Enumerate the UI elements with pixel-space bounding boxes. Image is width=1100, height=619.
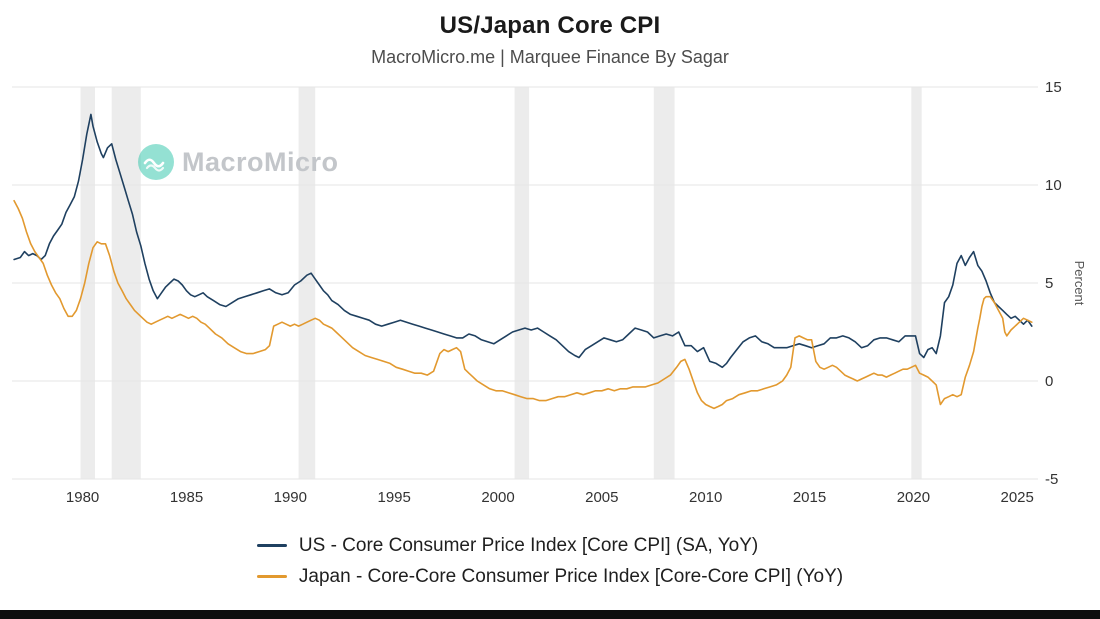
x-tick-label: 1980 — [66, 489, 99, 506]
y-tick-label: -5 — [1045, 471, 1058, 488]
x-tick-label: 1995 — [378, 489, 411, 506]
y-tick-label: 0 — [1045, 373, 1053, 390]
x-tick-label: 2020 — [897, 489, 930, 506]
x-tick-label: 1985 — [170, 489, 203, 506]
y-axis-title: Percent — [1072, 261, 1087, 306]
legend-label-japan: Japan - Core-Core Consumer Price Index [… — [298, 566, 844, 587]
y-tick-label: 15 — [1045, 79, 1062, 96]
legend-item-us: US - Core Consumer Price Index [Core CPI… — [256, 530, 843, 561]
japan-line-swatch — [256, 575, 287, 578]
x-tick-label: 2005 — [585, 489, 618, 506]
y-tick-label: 10 — [1045, 177, 1062, 194]
x-tick-label: 1990 — [274, 489, 307, 506]
x-tick-label: 2015 — [793, 489, 826, 506]
chart-subtitle: MacroMicro.me | Marquee Finance By Sagar — [371, 47, 729, 67]
series-line-us — [13, 113, 1033, 369]
cpi-line-chart: 15 10 5 0 -5 1980 1985 1990 1995 2000 2005 2010 2015… — [12, 79, 1087, 506]
chart-legend: US - Core Consumer Price Index [Core CPI… — [256, 530, 844, 592]
x-tick-label: 2010 — [689, 489, 722, 506]
us-line-swatch — [256, 544, 287, 547]
x-tick-label: 2000 — [481, 489, 514, 506]
chart-title: US/Japan Core CPI — [439, 12, 661, 39]
x-tick-label: 2025 — [1001, 489, 1034, 506]
legend-label-us: US - Core Consumer Price Index [Core CPI… — [298, 535, 759, 556]
legend-item-japan: Japan - Core-Core Consumer Price Index [… — [256, 561, 844, 592]
bottom-bar — [0, 610, 1100, 619]
y-tick-label: 5 — [1045, 275, 1053, 292]
series-line-japan — [13, 199, 1033, 410]
chart-header: US/Japan Core CPI MacroMicro.me | Marque… — [0, 0, 1100, 70]
